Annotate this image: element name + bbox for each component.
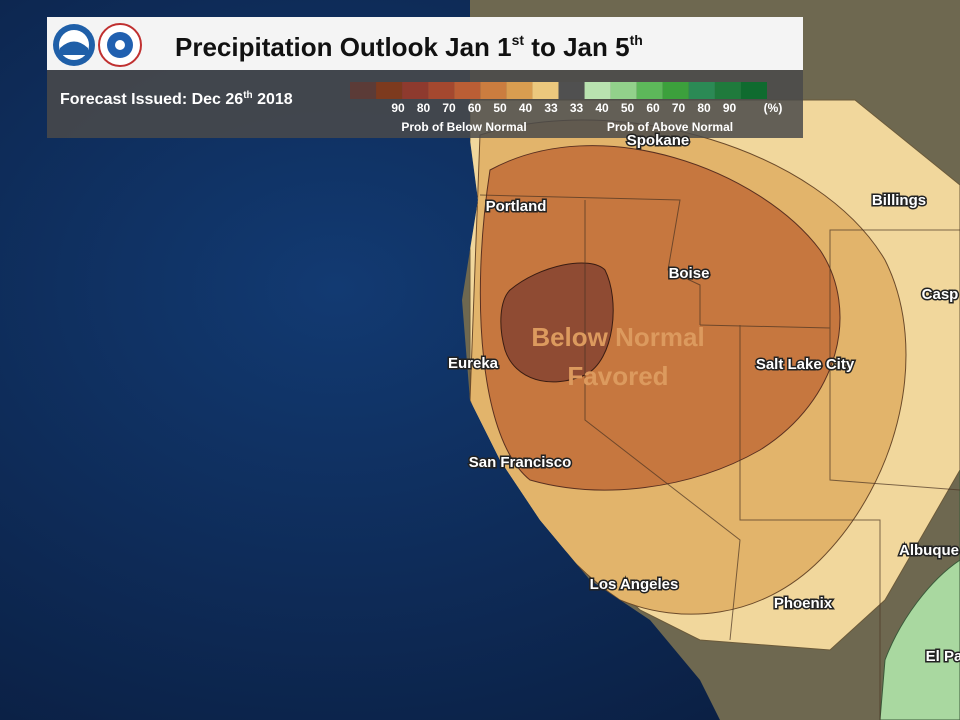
legend-label: 50 xyxy=(621,101,635,115)
region-50-60 xyxy=(479,145,841,491)
legend-swatch xyxy=(584,82,611,99)
legend-swatch xyxy=(454,82,481,99)
legend-label: 90 xyxy=(723,101,737,115)
city-label: Boise xyxy=(669,265,710,282)
issued: Forecast Issued: Dec 26th 2018 xyxy=(60,90,293,108)
legend-swatch xyxy=(350,82,377,99)
legend-swatch xyxy=(610,82,637,99)
legend-label: 60 xyxy=(646,101,660,115)
city-label: El Pa xyxy=(926,648,960,665)
legend-swatch xyxy=(402,82,429,99)
legend-swatch xyxy=(662,82,689,99)
legend-label: 70 xyxy=(442,101,456,115)
legend-label: 90 xyxy=(391,101,405,115)
legend-swatch xyxy=(428,82,455,99)
nws-logo xyxy=(98,23,142,67)
legend-swatch xyxy=(714,82,741,99)
legend-unit: (%) xyxy=(764,101,783,115)
title-text: Precipitation Outlook Jan 1 xyxy=(175,32,512,62)
city-label: Spokane xyxy=(627,132,690,149)
title-text: to Jan 5 xyxy=(524,32,629,62)
title: Precipitation Outlook Jan 1st to Jan 5th xyxy=(175,32,643,62)
legend-label: 80 xyxy=(417,101,431,115)
city-label: Casp xyxy=(922,286,959,303)
annotation: Below Normal xyxy=(531,322,704,352)
annotation: Favored xyxy=(567,361,668,391)
legend-swatch xyxy=(740,82,767,99)
city-label: Portland xyxy=(486,198,547,215)
legend-swatch xyxy=(376,82,403,99)
title-sup: st xyxy=(512,32,525,48)
legend-swatch xyxy=(532,82,559,99)
legend-label: 40 xyxy=(519,101,533,115)
legend-bar xyxy=(47,70,803,138)
legend-label: 33 xyxy=(570,101,584,115)
title-bar xyxy=(47,17,803,70)
city-label: Phoenix xyxy=(774,595,833,612)
legend-label: 60 xyxy=(468,101,482,115)
legend-label: 33 xyxy=(544,101,558,115)
legend-swatch xyxy=(558,82,585,99)
issued-text: 2018 xyxy=(253,91,293,108)
city-label: Eureka xyxy=(448,355,499,372)
issued-sup: th xyxy=(243,90,252,101)
legend-swatch xyxy=(506,82,533,99)
region-above xyxy=(879,470,960,720)
legend-label: 70 xyxy=(672,101,686,115)
legend-swatch xyxy=(688,82,715,99)
city-label: San Francisco xyxy=(469,454,572,471)
legend-caption: Prob of Below Normal xyxy=(401,120,526,134)
city-label: Billings xyxy=(872,192,926,209)
issued-text: Forecast Issued: Dec 26 xyxy=(60,91,243,108)
noaa-logo xyxy=(53,24,95,66)
legend-label: 80 xyxy=(697,101,711,115)
legend-caption: Prob of Above Normal xyxy=(607,120,733,134)
city-label: Salt Lake City xyxy=(756,356,855,373)
title-sup: th xyxy=(630,32,643,48)
legend-label: 50 xyxy=(493,101,507,115)
city-label: Los Angeles xyxy=(590,576,679,593)
state-lines xyxy=(479,194,960,720)
legend-swatch xyxy=(636,82,663,99)
legend-label: 40 xyxy=(595,101,609,115)
legend-swatch xyxy=(480,82,507,99)
city-label: Albuque xyxy=(899,542,959,559)
